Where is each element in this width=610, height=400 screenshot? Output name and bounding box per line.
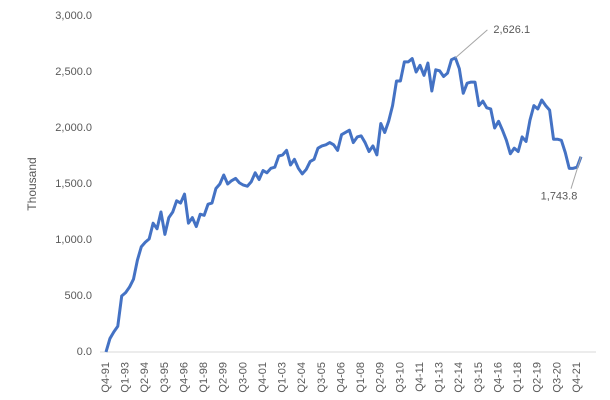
data-label: 1,743.8 [541, 191, 578, 203]
x-tick-label: Q4-01 [257, 362, 269, 393]
data-line [104, 56, 583, 353]
x-tick-label: Q4-06 [335, 362, 347, 393]
data-label: 2,626.1 [493, 24, 530, 36]
x-tick-label: Q2-09 [375, 362, 387, 393]
x-tick-label: Q1-08 [355, 362, 367, 393]
x-tick-label: Q4-11 [414, 362, 426, 392]
y-axis-label: Thousand [25, 157, 39, 210]
x-tick-label: Q3-15 [473, 362, 485, 393]
x-tick-label: Q4-91 [100, 362, 112, 393]
x-tick-label: Q2-19 [532, 362, 544, 393]
x-tick-label: Q3-05 [316, 362, 328, 393]
x-tick-label: Q4-16 [492, 362, 504, 393]
x-tick-label: Q3-00 [237, 362, 249, 393]
y-tick-label: 2,500.0 [55, 66, 92, 78]
x-tick-label: Q3-10 [394, 362, 406, 393]
y-tick-label: 1,000.0 [55, 234, 92, 246]
annotation-leader [455, 29, 488, 59]
x-tick-label: Q4-21 [571, 362, 583, 393]
y-tick-label: 500.0 [64, 290, 92, 302]
x-tick-label: Q2-04 [296, 362, 308, 393]
y-tick-label: 1,500.0 [55, 178, 92, 190]
x-tick-label: Q1-18 [512, 362, 524, 393]
x-tick-label: Q1-03 [277, 362, 289, 393]
x-tick-label: Q2-99 [218, 362, 230, 393]
x-tick-label: Q2-94 [139, 362, 151, 393]
y-tick-label: 3,000.0 [55, 10, 92, 22]
y-tick-label: 2,000.0 [55, 122, 92, 134]
x-tick-label: Q1-93 [120, 362, 132, 393]
x-tick-label: Q2-14 [453, 362, 465, 393]
x-tick-label: Q1-13 [434, 362, 446, 393]
annotation-leader [570, 156, 582, 189]
x-tick-label: Q3-95 [159, 362, 171, 393]
y-tick-label: 0.0 [77, 346, 92, 358]
x-tick-label: Q3-20 [551, 362, 563, 393]
x-tick-label: Q4-96 [178, 362, 190, 393]
x-tick-label: Q1-98 [198, 362, 210, 393]
